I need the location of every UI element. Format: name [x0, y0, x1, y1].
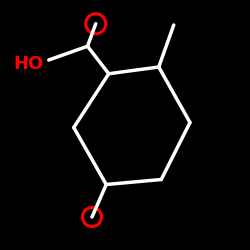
Text: HO: HO [14, 55, 44, 73]
